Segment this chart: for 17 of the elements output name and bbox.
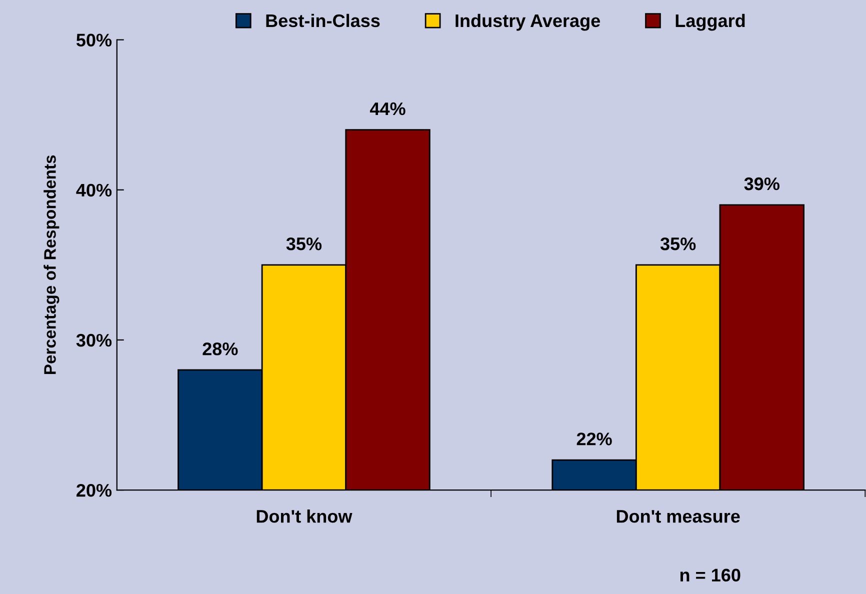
y-tick-label: 50%: [76, 34, 112, 47]
data-label: 22%: [576, 432, 612, 446]
data-label: 35%: [286, 237, 322, 250]
data-label: 39%: [744, 177, 780, 190]
x-tick-label: Don't measure: [616, 510, 740, 523]
legend-label: Laggard: [676, 14, 745, 31]
legend-label: Industry Average: [456, 14, 600, 31]
y-axis-title: Percentage of Respondents: [44, 155, 60, 374]
data-label: 35%: [660, 237, 696, 250]
legend-label: Best-in-Class: [266, 14, 380, 28]
x-tick-label: Don't know: [256, 509, 352, 523]
y-tick-label: 40%: [76, 184, 112, 197]
data-label: 28%: [202, 342, 238, 356]
text: n = 160: [680, 568, 740, 582]
data-label: 44%: [370, 102, 406, 116]
y-tick-label: 20%: [76, 484, 112, 497]
y-tick-label: 30%: [76, 334, 112, 347]
